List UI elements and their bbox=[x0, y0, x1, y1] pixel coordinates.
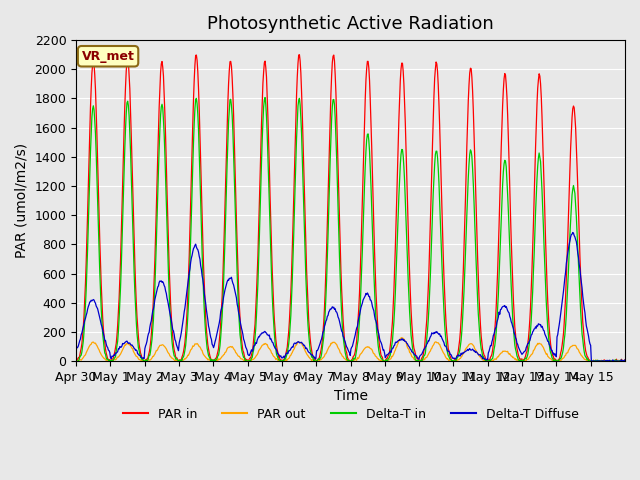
PAR in bbox=[266, 165, 273, 171]
Delta-T Diffuse bbox=[407, 347, 415, 353]
Delta-T in bbox=[408, 345, 416, 350]
Line: PAR in: PAR in bbox=[76, 55, 625, 361]
Line: Delta-T in: Delta-T in bbox=[76, 97, 625, 361]
Delta-T Diffuse bbox=[137, 353, 145, 359]
Delta-T in bbox=[238, 349, 246, 355]
PAR in bbox=[408, 330, 416, 336]
PAR out bbox=[265, 345, 273, 351]
Delta-T Diffuse bbox=[72, 347, 80, 353]
PAR in bbox=[440, 252, 447, 258]
PAR out bbox=[237, 356, 245, 362]
Y-axis label: PAR (umol/m2/s): PAR (umol/m2/s) bbox=[15, 143, 29, 258]
PAR in bbox=[72, 358, 80, 363]
PAR in bbox=[286, 305, 294, 311]
Delta-T in bbox=[440, 294, 447, 300]
Delta-T in bbox=[266, 227, 274, 232]
PAR out bbox=[621, 358, 629, 364]
Text: VR_met: VR_met bbox=[82, 50, 134, 63]
Delta-T Diffuse bbox=[265, 333, 273, 338]
Delta-T Diffuse bbox=[588, 358, 595, 364]
Delta-T Diffuse bbox=[569, 229, 577, 235]
X-axis label: Time: Time bbox=[333, 389, 367, 403]
Delta-T in bbox=[287, 312, 294, 318]
Delta-T in bbox=[621, 358, 629, 364]
Delta-T Diffuse bbox=[285, 348, 293, 354]
PAR out bbox=[137, 358, 145, 363]
Line: PAR out: PAR out bbox=[76, 337, 625, 361]
Title: Photosynthetic Active Radiation: Photosynthetic Active Radiation bbox=[207, 15, 494, 33]
PAR in bbox=[238, 342, 246, 348]
PAR out bbox=[72, 358, 80, 364]
Delta-T Diffuse bbox=[237, 325, 245, 331]
PAR out bbox=[438, 348, 446, 354]
Delta-T Diffuse bbox=[621, 357, 629, 363]
Legend: PAR in, PAR out, Delta-T in, Delta-T Diffuse: PAR in, PAR out, Delta-T in, Delta-T Dif… bbox=[118, 403, 584, 425]
PAR in bbox=[138, 352, 145, 358]
PAR in bbox=[621, 357, 629, 363]
PAR out bbox=[408, 354, 415, 360]
PAR in bbox=[108, 358, 115, 364]
PAR in bbox=[296, 52, 303, 58]
Delta-T in bbox=[73, 358, 81, 364]
Delta-T in bbox=[261, 95, 269, 100]
PAR out bbox=[398, 335, 406, 340]
Delta-T in bbox=[72, 358, 80, 363]
Delta-T Diffuse bbox=[438, 335, 445, 341]
Line: Delta-T Diffuse: Delta-T Diffuse bbox=[76, 232, 625, 361]
Delta-T in bbox=[138, 355, 145, 360]
PAR out bbox=[285, 355, 293, 360]
